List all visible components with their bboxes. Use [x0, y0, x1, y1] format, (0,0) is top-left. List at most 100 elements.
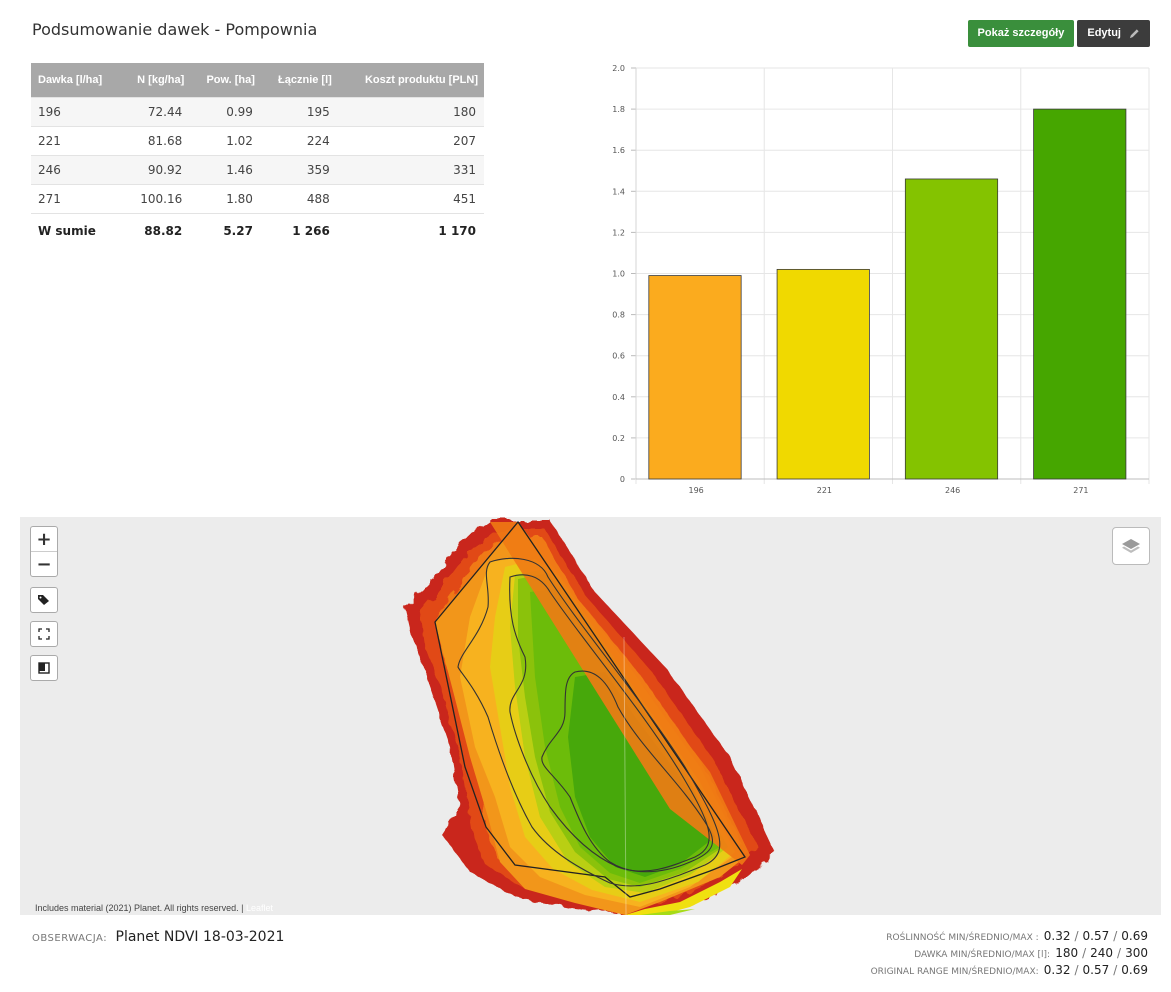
layers-icon — [1122, 539, 1140, 553]
top-toolbar: Pokaż szczegóły Edytuj — [967, 20, 1150, 47]
tag-icon — [38, 595, 49, 605]
doses-table: Dawka [l/ha] N [kg/ha] Pow. [ha] Łącznie… — [31, 63, 484, 248]
stats-max: 0.69 — [1121, 963, 1148, 977]
stats-avg: 0.57 — [1082, 963, 1110, 977]
y-tick-label: 1.8 — [612, 105, 625, 114]
zone-contour — [541, 670, 714, 873]
y-tick-label: 1.4 — [612, 187, 625, 196]
col-header: N [kg/ha] — [121, 63, 191, 98]
col-header: Pow. [ha] — [190, 63, 261, 98]
dose-area-chart: 0 0.2 0.4 0.6 0.8 1.0 1.2 1.4 1.6 1.8 2.0 196 221 246… — [596, 55, 1156, 500]
zoom-in-button[interactable]: + — [36, 528, 52, 550]
table-row: 271 100.16 1.80 488 451 — [31, 184, 484, 214]
observation-info: OBSERWACJA: Planet NDVI 18-03-2021 — [32, 929, 284, 945]
table-total-row: W sumie 88.82 5.27 1 266 1 170 — [31, 213, 484, 248]
observation-value: Planet NDVI 18-03-2021 — [115, 929, 285, 945]
layers-button[interactable] — [1112, 527, 1150, 565]
stats-max: 300 — [1125, 946, 1148, 960]
y-tick-label: 1.6 — [612, 146, 625, 155]
y-tick-label: 2.0 — [612, 64, 625, 73]
leaflet-link[interactable]: Leaflet — [245, 903, 273, 913]
y-tick-label: 1.0 — [612, 270, 625, 279]
observation-label: OBSERWACJA: — [32, 933, 108, 944]
edit-button[interactable]: Edytuj — [1077, 20, 1150, 47]
stats-row-dose: DAWKA MIN/ŚREDNIO/MAX [l]: 180/240/300 — [914, 946, 1148, 960]
bar-221 — [776, 268, 870, 480]
pencil-icon — [1129, 29, 1139, 39]
table-cell: 90.92 — [121, 155, 191, 185]
y-tick-label: 0.8 — [612, 311, 625, 320]
stats-label: DAWKA MIN/ŚREDNIO/MAX [l]: — [914, 950, 1051, 960]
fullscreen-button[interactable] — [30, 621, 58, 647]
table-cell: 246 — [31, 155, 122, 185]
y-tick-label: 0.2 — [612, 434, 625, 443]
total-cell: 5.27 — [190, 213, 261, 248]
table-cell: 359 — [260, 155, 338, 185]
bar-271 — [1033, 108, 1127, 480]
table-cell: 195 — [260, 97, 338, 127]
table-row: 196 72.44 0.99 195 180 — [31, 97, 484, 127]
x-tick-label: 221 — [817, 486, 832, 495]
square-icon — [38, 662, 50, 674]
map-stats: ROŚLINNOŚĆ MIN/ŚREDNIO/MAX : 0.32/0.57/0… — [871, 926, 1148, 977]
stats-max: 0.69 — [1121, 929, 1148, 943]
total-label: W sumie — [31, 213, 122, 248]
table-cell: 1.46 — [190, 155, 261, 185]
x-tick-label: 246 — [945, 486, 960, 495]
map-view[interactable]: + − Includes material (2021) Planet. All… — [20, 517, 1161, 915]
col-header: Łącznie [l] — [260, 63, 338, 98]
attribution-text: Includes material (2021) Planet. All rig… — [35, 903, 244, 913]
stats-row-original-range: ORIGINAL RANGE MIN/ŚREDNIO/MAX: 0.32/0.5… — [870, 963, 1148, 977]
field-ndvi-map[interactable] — [20, 517, 1161, 915]
stats-row-vegetation: ROŚLINNOŚĆ MIN/ŚREDNIO/MAX : 0.32/0.57/0… — [886, 929, 1148, 943]
col-header: Dawka [l/ha] — [31, 63, 122, 98]
stats-avg: 240 — [1090, 946, 1114, 960]
stats-avg: 0.57 — [1082, 929, 1110, 943]
table-cell: 331 — [337, 155, 484, 185]
x-tick-label: 271 — [1073, 486, 1088, 495]
table-cell: 100.16 — [121, 184, 191, 214]
page-title: Podsumowanie dawek - Pompownia — [32, 20, 318, 39]
table-cell: 180 — [337, 97, 484, 127]
table-cell: 451 — [337, 184, 484, 214]
zoom-control: + − — [30, 526, 58, 577]
legend-toggle-button[interactable] — [30, 655, 58, 681]
table-cell: 224 — [260, 126, 338, 156]
edit-button-label: Edytuj — [1087, 27, 1121, 39]
col-header: Koszt produktu [PLN] — [337, 63, 484, 98]
zoom-out-button[interactable]: − — [31, 551, 57, 576]
total-cell: 1 170 — [337, 213, 484, 248]
field-boundary[interactable] — [434, 520, 746, 898]
table-cell: 81.68 — [121, 126, 191, 156]
label-toggle-button[interactable] — [30, 587, 58, 613]
fullscreen-icon — [38, 628, 50, 640]
bar-246 — [904, 178, 999, 480]
table-cell: 271 — [31, 184, 122, 214]
x-tick-label: 196 — [688, 486, 703, 495]
table-cell: 207 — [337, 126, 484, 156]
stats-label: ORIGINAL RANGE MIN/ŚREDNIO/MAX: — [870, 967, 1039, 977]
stats-min: 180 — [1055, 946, 1079, 960]
y-tick-label: 0.4 — [612, 393, 625, 402]
bar-chart: 0 0.2 0.4 0.6 0.8 1.0 1.2 1.4 1.6 1.8 2.0 196 221 246… — [612, 64, 1150, 495]
map-attribution: Includes material (2021) Planet. All rig… — [35, 903, 273, 913]
table-cell: 221 — [31, 126, 122, 156]
y-tick-label: 1.2 — [612, 228, 625, 237]
table-cell: 0.99 — [190, 97, 261, 127]
table-header-row: Dawka [l/ha] N [kg/ha] Pow. [ha] Łącznie… — [31, 63, 484, 98]
total-cell: 88.82 — [121, 213, 191, 248]
table-cell: 1.02 — [190, 126, 261, 156]
table-cell: 72.44 — [121, 97, 191, 127]
stats-min: 0.32 — [1043, 929, 1071, 943]
y-tick-label: 0.6 — [612, 352, 625, 361]
zone-contour — [457, 557, 721, 887]
show-details-button[interactable]: Pokaż szczegóły — [967, 20, 1075, 47]
stats-label: ROŚLINNOŚĆ MIN/ŚREDNIO/MAX : — [886, 933, 1039, 943]
table-cell: 196 — [31, 97, 122, 127]
table-cell: 488 — [260, 184, 338, 214]
total-cell: 1 266 — [260, 213, 338, 248]
table-row: 221 81.68 1.02 224 207 — [31, 126, 484, 156]
table-cell: 1.80 — [190, 184, 261, 214]
y-tick-label: 0 — [620, 475, 625, 484]
bar-196 — [648, 275, 742, 480]
